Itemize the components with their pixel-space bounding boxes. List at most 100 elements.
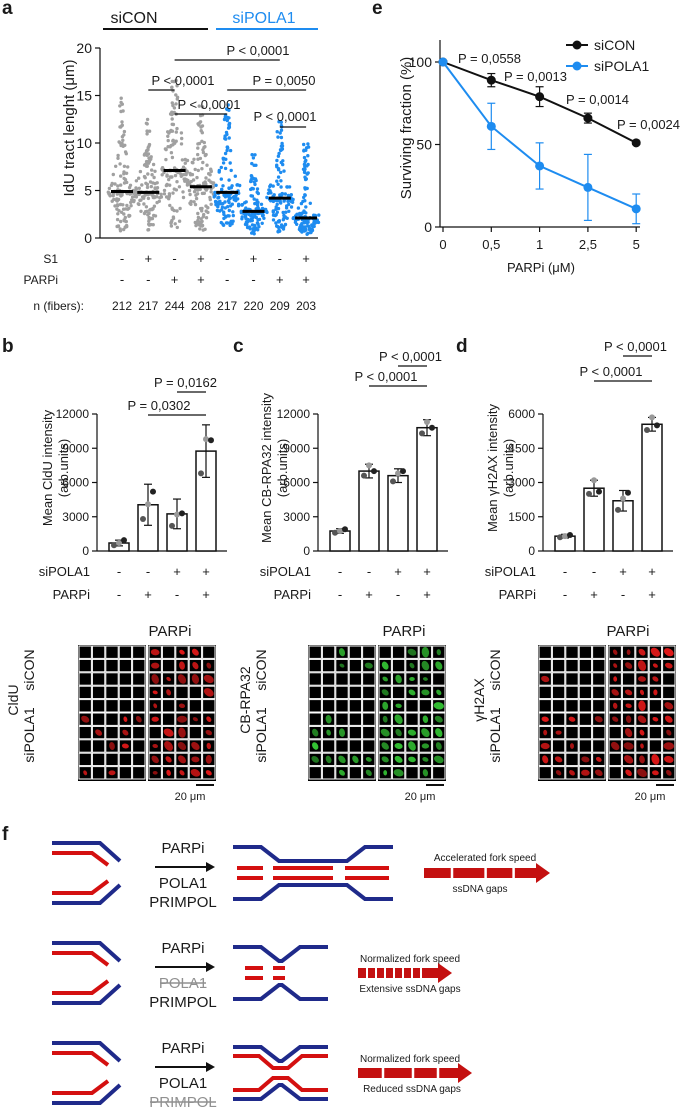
micro-nucleus: [338, 755, 346, 764]
micro-cell-tile: [362, 699, 376, 713]
panel_d-rep-point: [557, 534, 563, 541]
a-fiber-point: [168, 112, 173, 116]
a-fiber-point: [164, 157, 168, 162]
micro-cell-tile: [132, 725, 146, 740]
micro-cell-tile: [118, 658, 133, 673]
a-fiber-point: [177, 219, 182, 223]
panel_d-rep-point: [654, 422, 660, 429]
micro-nucleus: [611, 689, 619, 696]
a-fiber-point: [121, 207, 126, 211]
panel_b-rep-point: [203, 436, 209, 443]
micro-nucleus: [151, 755, 159, 764]
a-fiber-point: [134, 187, 139, 191]
a-fiber-point: [118, 104, 122, 108]
a-fiber-point: [262, 216, 266, 220]
f-parental-strand: [233, 883, 393, 901]
a-fiber-point: [202, 145, 206, 150]
a-fiber-point: [223, 134, 227, 138]
a-pvalue: P < 0,0001: [151, 73, 214, 88]
micro-cell-tile: [118, 752, 133, 767]
a-parpi-sign: -: [146, 272, 150, 287]
micro-cell-tile: [551, 699, 566, 713]
micro-cell-tile: [608, 725, 622, 740]
e-point-siCON: [486, 75, 496, 85]
panel_d-row-label: PARPi: [499, 587, 536, 602]
a-fiber-point: [143, 193, 148, 197]
a-fiber-point: [122, 172, 126, 176]
a-fiber-point: [204, 216, 209, 220]
a-fiber-point: [170, 155, 175, 160]
a-fiber-point: [198, 113, 203, 118]
a-fiber-point: [228, 221, 232, 225]
a-fiber-point: [280, 144, 285, 148]
a-fiber-point: [276, 135, 280, 139]
a-fiber-point: [285, 216, 289, 220]
panel-f-rows: PARPi POLA1 PRIMPOL Accelerated fork speed s…: [52, 840, 550, 1107]
a-fiber-point: [250, 187, 254, 191]
micro-nucleus: [153, 703, 158, 709]
micro-cell-tile: [391, 645, 406, 659]
micro-nucleus: [151, 662, 160, 669]
micro-nucleus: [164, 741, 174, 751]
a-fiber-point: [279, 179, 283, 183]
micro-nucleus: [152, 770, 158, 775]
micro-nucleus: [395, 728, 402, 737]
panel-a: a siCON siPOLA1 IdU tract lenght (μm) 0 5…: [2, 0, 321, 313]
a-fiber-point: [299, 212, 304, 216]
a-fiber-point: [260, 206, 265, 211]
micro-cell-tile: [608, 766, 622, 780]
micro-cell-tile: [405, 699, 419, 713]
a-fiber-point: [144, 205, 149, 209]
a-fiber-point: [203, 153, 207, 158]
micro-cell-tile: [202, 645, 216, 659]
micro-nucleus: [542, 755, 549, 764]
micro-nucleus: [422, 757, 429, 762]
panel_b-sipola1-sign: +: [202, 564, 210, 579]
micro-nucleus: [339, 769, 345, 776]
panel_c-rep-point: [395, 470, 401, 477]
micro-cell-tile: [565, 672, 579, 686]
micro-nucleus: [381, 742, 389, 750]
panel_c-ytick-label: 9000: [283, 441, 310, 455]
micro-nucleus: [152, 743, 158, 749]
micro-cell-tile: [348, 699, 363, 713]
micro-cell-tile: [538, 645, 552, 659]
micro-nucleus: [150, 649, 160, 656]
f-nascent-strand: [233, 1054, 328, 1070]
a-fiber-point: [250, 177, 254, 181]
panel_d-rep-point: [596, 488, 602, 495]
a-fiber-point: [207, 172, 211, 176]
a-fiber-point: [110, 199, 114, 203]
a-fiber-point: [145, 182, 150, 187]
micro-cell-tile: [105, 658, 119, 673]
a-fiber-point: [274, 221, 278, 225]
f-left-fork-strand: [52, 951, 110, 967]
e-pvalue: P = 0,0013: [504, 69, 567, 84]
a-fiber-point: [198, 120, 203, 124]
a-fiber-point: [174, 102, 178, 106]
micro-cell-tile: [308, 699, 322, 713]
a-fiber-point: [221, 157, 226, 161]
panel_c-rep-point: [366, 462, 372, 469]
a-ytick-label: 15: [76, 88, 92, 104]
e-pvalue: P = 0,0024: [617, 117, 680, 132]
a-fiber-point: [276, 206, 281, 211]
micro-nucleus: [421, 646, 430, 658]
a-fiber-point: [180, 158, 185, 162]
a-fiber-point: [199, 129, 203, 133]
micro-nucleus: [541, 675, 550, 683]
micro-cell-tile: [608, 752, 622, 767]
a-fiber-point: [275, 163, 279, 167]
a-fiber-point: [201, 191, 206, 195]
panel-b-ylabel-1: Mean CldU intensity: [40, 409, 55, 526]
a-fiber-point: [216, 200, 221, 204]
panel_d-sipola1-sign: -: [592, 564, 596, 579]
micro-nucleus: [664, 702, 674, 710]
micro-nucleus: [434, 715, 443, 723]
micro-cell-tile: [161, 658, 176, 673]
a-fiber-point: [168, 183, 172, 187]
micro-cell-tile: [538, 658, 552, 673]
a-fiber-point: [134, 195, 139, 199]
micro-nucleus: [203, 688, 214, 697]
